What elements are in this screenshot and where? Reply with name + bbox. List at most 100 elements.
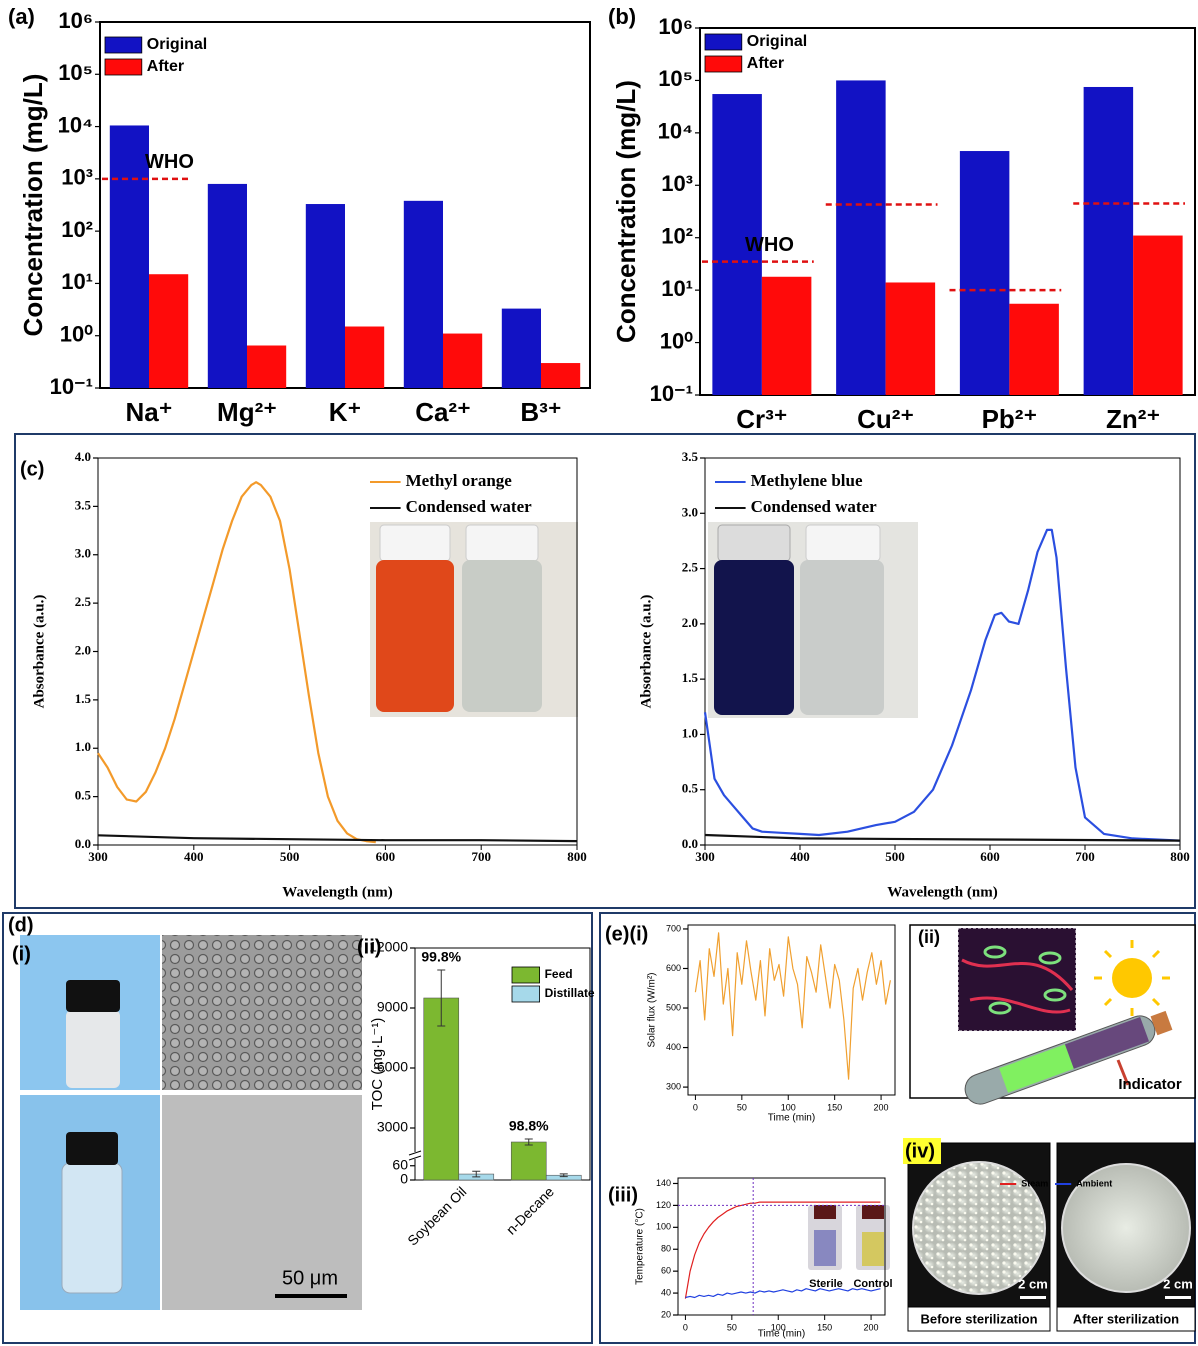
bar [404, 201, 443, 388]
y-tick-label: 400 [666, 1042, 681, 1052]
y-tick-label: 10³ [61, 165, 93, 190]
bar [541, 363, 580, 388]
y-tick-label: 700 [666, 923, 681, 933]
x-tick-label: 150 [827, 1102, 842, 1112]
bar [502, 309, 541, 388]
y-tick-label: 60 [392, 1156, 408, 1172]
y-tick-label: 10⁴ [58, 112, 93, 137]
panel-label: (c) [20, 458, 44, 480]
y-tick-label: 500 [666, 1002, 681, 1012]
x-tick-label: 0 [693, 1102, 698, 1112]
x-tick-label: 50 [727, 1322, 737, 1332]
y-tick-label: 60 [661, 1266, 671, 1276]
y-axis-label: Concentration (mg/L) [18, 74, 48, 337]
y-tick-label: 2.0 [682, 615, 698, 630]
scale-bar-label: 2 cm [1163, 1276, 1193, 1291]
legend-label: Steam [1021, 1178, 1048, 1188]
photo [903, 1138, 1195, 1331]
bar [208, 184, 247, 388]
legend-label: Original [747, 33, 807, 50]
bar [149, 274, 188, 388]
x-tick-label: 400 [184, 849, 204, 864]
y-tick-label: 2.5 [75, 594, 92, 609]
y-tick-label: 0.5 [75, 788, 92, 803]
panel-label: (iv) [905, 1140, 935, 1162]
x-tick-label: 200 [864, 1322, 879, 1332]
bar [511, 1142, 546, 1180]
y-tick-label: 10⁵ [658, 66, 693, 91]
vial-label: Control [853, 1278, 892, 1290]
panel-label: (ii) [918, 927, 940, 947]
legend-label: Distillate [545, 986, 595, 1000]
y-tick-label: 3.5 [75, 497, 92, 512]
bar [443, 334, 482, 388]
scale-bar-label: 50 μm [282, 1267, 338, 1289]
y-axis-label: Temperature (°C) [635, 1208, 646, 1285]
x-tick-label: Cr³⁺ [736, 404, 787, 434]
line-series [695, 933, 890, 1079]
legend-label: Condensed water [751, 497, 878, 516]
line-series [705, 835, 1180, 841]
y-tick-label: 80 [661, 1244, 671, 1254]
line-series [685, 1202, 880, 1299]
x-tick-label: 100 [781, 1102, 796, 1112]
photo-inset [808, 1205, 890, 1270]
y-axis-label: Absorbance (a.u.) [638, 595, 654, 709]
bar [247, 345, 286, 388]
y-axis-label: TOC (mg·L⁻¹) [369, 1018, 386, 1111]
legend-swatch [105, 37, 142, 53]
x-tick-label: 150 [817, 1322, 832, 1332]
y-tick-label: 10⁰ [60, 322, 93, 347]
x-axis-label: Wavelength (nm) [282, 884, 392, 900]
annotation: WHO [145, 151, 194, 173]
panel-label: (b) [608, 4, 636, 29]
x-axis-label: Wavelength (nm) [887, 884, 997, 900]
y-tick-label: 0.5 [682, 781, 699, 796]
y-tick-label: 40 [661, 1287, 671, 1297]
x-tick-label: 800 [567, 849, 587, 864]
y-tick-label: 10⁰ [660, 328, 693, 353]
y-axis-label: Absorbance (a.u.) [31, 595, 47, 709]
y-tick-label: 10⁻¹ [50, 374, 93, 399]
bar [345, 327, 384, 388]
annotation: 98.8% [509, 1118, 549, 1134]
y-tick-label: 10⁴ [658, 119, 693, 144]
bar [1009, 304, 1059, 395]
y-tick-label: 1.0 [75, 739, 91, 754]
x-tick-label: Zn²⁺ [1106, 404, 1160, 434]
x-tick-label: 700 [471, 849, 491, 864]
y-tick-label: 100 [656, 1222, 671, 1232]
bar [836, 80, 886, 395]
line-series [98, 482, 376, 842]
legend-swatch [512, 967, 540, 983]
y-tick-label: 10² [661, 224, 693, 249]
bar [1084, 87, 1134, 395]
line-series [685, 1289, 880, 1298]
x-tick-label: Soybean Oil [404, 1183, 469, 1248]
y-tick-label: 9000 [377, 999, 408, 1015]
line-series [98, 835, 577, 841]
y-tick-label: 3.0 [682, 504, 698, 519]
legend-label: Ambient [1076, 1178, 1112, 1188]
x-tick-label: 800 [1170, 849, 1190, 864]
x-tick-label: Pb²⁺ [982, 404, 1038, 434]
bar [306, 204, 345, 388]
bar [960, 151, 1010, 395]
y-tick-label: 4.0 [75, 449, 91, 464]
y-tick-label: 140 [656, 1178, 671, 1188]
legend-label: After [747, 55, 784, 72]
x-tick-label: B³⁺ [520, 397, 561, 427]
y-tick-label: 10⁶ [58, 8, 93, 33]
x-tick-label: 600 [980, 849, 1000, 864]
legend-label: Feed [545, 967, 573, 981]
panel-label: (a) [8, 4, 35, 29]
x-tick-label: Na⁺ [126, 397, 173, 427]
schematic-label: Indicator [1118, 1076, 1182, 1093]
y-tick-label: 300 [666, 1081, 681, 1091]
y-axis-label: Solar flux (W/m²) [647, 973, 658, 1048]
y-axis-label: Concentration (mg/L) [611, 80, 641, 343]
y-tick-label: 20 [661, 1309, 671, 1319]
legend-label: Methyl orange [406, 471, 513, 490]
y-tick-label: 3.5 [682, 449, 699, 464]
y-tick-label: 10¹ [61, 269, 93, 294]
